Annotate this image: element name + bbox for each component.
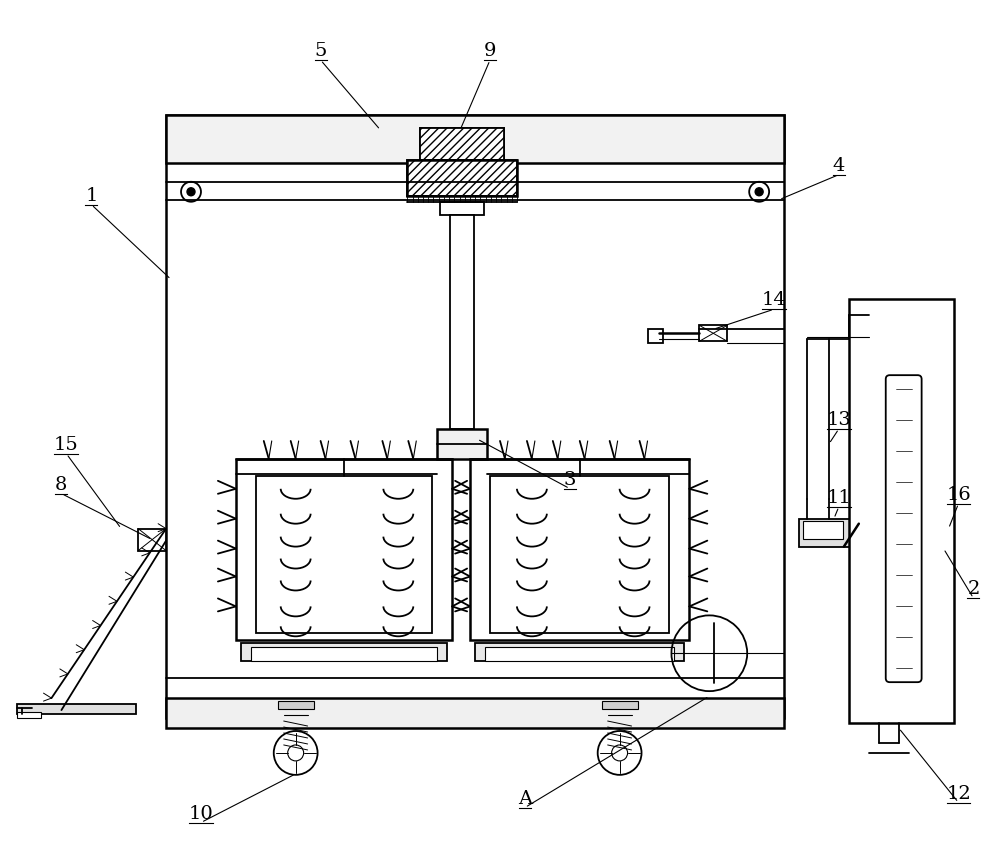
Bar [138, 529, 166, 551]
Text: 14: 14 [762, 291, 786, 309]
Text: 15: 15 [54, 435, 79, 454]
Bar [450, 216, 474, 430]
Text: 11: 11 [827, 488, 851, 506]
Text: 5: 5 [314, 42, 327, 61]
Text: 3: 3 [564, 470, 576, 488]
Bar [437, 430, 487, 460]
Bar [278, 701, 314, 709]
Bar [420, 129, 504, 160]
Bar [799, 519, 861, 547]
Bar [407, 160, 517, 196]
Text: 2: 2 [967, 580, 980, 598]
Bar [602, 701, 638, 709]
Text: A: A [518, 789, 532, 807]
Bar [166, 699, 784, 728]
Bar [17, 705, 136, 714]
Bar [470, 460, 689, 641]
Text: 12: 12 [946, 784, 971, 802]
Bar [166, 116, 784, 164]
Bar [407, 160, 517, 196]
Text: 10: 10 [189, 804, 213, 821]
Bar [699, 326, 727, 342]
Text: 13: 13 [826, 410, 851, 428]
Text: 16: 16 [946, 485, 971, 503]
Text: 1: 1 [85, 187, 98, 205]
Bar [475, 643, 684, 661]
Bar [241, 643, 447, 661]
Circle shape [187, 189, 195, 196]
Text: 9: 9 [484, 42, 496, 61]
FancyBboxPatch shape [886, 375, 922, 682]
Bar [440, 202, 484, 216]
Bar [490, 476, 669, 634]
Bar [17, 712, 41, 718]
Text: 4: 4 [833, 157, 845, 175]
Bar [485, 647, 674, 661]
Bar [420, 129, 504, 160]
Bar [803, 521, 843, 539]
Bar [251, 647, 437, 661]
Bar [166, 116, 784, 718]
Circle shape [755, 189, 763, 196]
Text: 8: 8 [55, 475, 68, 493]
Bar [648, 330, 663, 344]
Bar [849, 300, 954, 723]
Bar [256, 476, 432, 634]
Bar [236, 460, 452, 641]
